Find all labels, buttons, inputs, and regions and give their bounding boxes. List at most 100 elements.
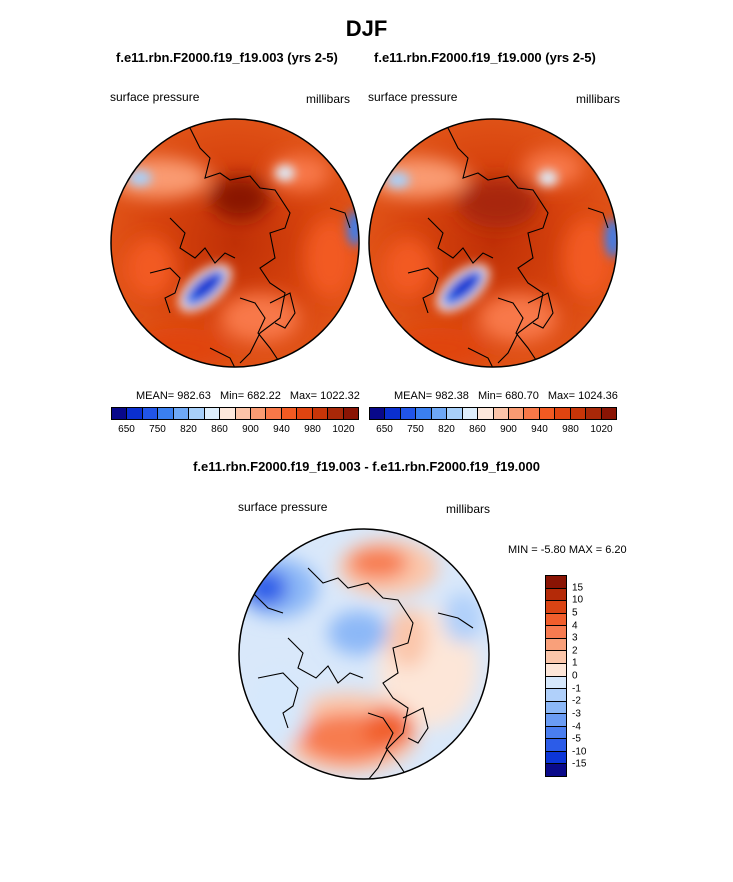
colorbar-tick-label: 650	[118, 424, 135, 435]
panel-1-variable-label: surface pressure	[110, 90, 200, 104]
colorbar-tick-label: 1	[572, 657, 578, 669]
colorbar-box	[312, 408, 329, 419]
colorbar-box	[539, 408, 556, 419]
colorbar-box	[546, 576, 566, 589]
colorbar-box	[431, 408, 448, 419]
colorbar-box	[462, 408, 479, 419]
colorbar-tick-label: 10	[572, 594, 584, 606]
colorbar-tick-label: 3	[572, 632, 578, 644]
colorbar-box	[601, 408, 616, 419]
coastlines	[407, 127, 609, 367]
greenland-low	[178, 264, 232, 312]
colorbar-box	[546, 739, 566, 752]
colorbar-box	[546, 689, 566, 702]
panel-2-colorbar	[369, 407, 617, 420]
coastlines	[247, 567, 474, 779]
colorbar-box	[142, 408, 159, 419]
colorbar-box	[546, 626, 566, 639]
colorbar-tick-label: -3	[572, 708, 581, 720]
colorbar-tick-label: 980	[304, 424, 321, 435]
coastlines	[149, 127, 351, 367]
colorbar-tick-label: 5	[572, 607, 578, 619]
colorbar-box	[546, 601, 566, 614]
colorbar-box	[546, 764, 566, 776]
diff-minmax: MIN = -5.80 MAX = 6.20	[508, 544, 627, 556]
colorbar-box	[586, 408, 602, 419]
colorbar-tick-label: 820	[180, 424, 197, 435]
colorbar-box	[546, 751, 566, 765]
colorbar-box	[416, 408, 432, 419]
colorbar-tick-label: 1020	[590, 424, 613, 435]
diff-variable-label: surface pressure	[238, 500, 328, 514]
colorbar-tick-label: 4	[572, 620, 578, 631]
colorbar-tick-label: 750	[407, 424, 424, 435]
colorbar-box	[370, 408, 386, 419]
colorbar-box	[570, 408, 587, 419]
panel-2-mean: MEAN= 982.38	[394, 390, 469, 402]
panel-1-colorbar-ticks: 650 750 820 860 900 940 980 1020	[111, 424, 359, 438]
panel-1-title: f.e11.rbn.F2000.f19_f19.003 (yrs 2-5)	[116, 50, 338, 65]
colorbar-tick-label: 1020	[332, 424, 355, 435]
colorbar-box	[546, 613, 566, 627]
colorbar-tick-label: 820	[438, 424, 455, 435]
panel-2-title: f.e11.rbn.F2000.f19_f19.000 (yrs 2-5)	[374, 50, 596, 65]
colorbar-tick-label: -1	[572, 683, 581, 695]
colorbar-box	[546, 714, 566, 727]
colorbar-tick-label: -4	[572, 721, 581, 732]
colorbar-box	[555, 408, 571, 419]
panel-2-variable-label: surface pressure	[368, 90, 458, 104]
colorbar-box	[220, 408, 236, 419]
colorbar-tick-label: -5	[572, 733, 581, 745]
panel-1-min: Min= 682.22	[219, 390, 281, 402]
colorbar-box	[297, 408, 313, 419]
colorbar-tick-label: 750	[149, 424, 166, 435]
colorbar-tick-label: 2	[572, 645, 578, 657]
colorbar-box	[189, 408, 205, 419]
colorbar-tick-label: 0	[572, 670, 578, 682]
difference-title: f.e11.rbn.F2000.f19_f19.003 - f.e11.rbn.…	[193, 459, 540, 474]
colorbar-box	[250, 408, 267, 419]
colorbar-box	[546, 676, 566, 690]
difference-polar-map	[238, 528, 490, 780]
colorbar-tick-label: 900	[242, 424, 259, 435]
panel-1-max: Max= 1022.32	[289, 390, 360, 402]
colorbar-box	[127, 408, 143, 419]
colorbar-box	[328, 408, 344, 419]
colorbar-tick-label: -2	[572, 695, 581, 707]
panel-2-min: Min= 680.70	[477, 390, 539, 402]
colorbar-tick-label: -15	[572, 758, 587, 770]
colorbar-box	[281, 408, 298, 419]
colorbar-box	[112, 408, 128, 419]
colorbar-box	[447, 408, 463, 419]
panel-1-colorbar	[111, 407, 359, 420]
colorbar-box	[385, 408, 401, 419]
colorbar-box	[343, 408, 358, 419]
colorbar-box	[266, 408, 282, 419]
colorbar-tick-label: 650	[376, 424, 393, 435]
panel-1-stats: MEAN= 982.63 Min= 682.22 Max= 1022.32	[136, 390, 366, 402]
colorbar-box	[173, 408, 190, 419]
colorbar-tick-label: 940	[531, 424, 548, 435]
colorbar-box	[546, 638, 566, 652]
colorbar-box	[546, 651, 566, 664]
panel-2-units-label: millibars	[576, 92, 621, 106]
colorbar-box	[400, 408, 417, 419]
diff-colorbar-ticks: 15 10 5 4 3 2 1 0 -1 -2 -3 -4 -5 -10 -15	[572, 575, 612, 777]
colorbar-tick-label: 900	[500, 424, 517, 435]
colorbar-box	[508, 408, 525, 419]
greenland-low	[436, 264, 490, 312]
colorbar-tick-label: 860	[211, 424, 228, 435]
colorbar-box	[235, 408, 251, 419]
colorbar-box	[546, 588, 566, 602]
colorbar-tick-label: 980	[562, 424, 579, 435]
panel-2-max: Max= 1024.36	[547, 390, 618, 402]
panel-1-mean: MEAN= 982.63	[136, 390, 211, 402]
colorbar-box	[546, 701, 566, 715]
diff-units-label: millibars	[446, 502, 491, 516]
colorbar-box	[546, 663, 566, 677]
colorbar-box	[546, 726, 566, 740]
colorbar-box	[478, 408, 494, 419]
colorbar-box	[524, 408, 540, 419]
diff-colorbar	[545, 575, 567, 777]
colorbar-box	[204, 408, 221, 419]
